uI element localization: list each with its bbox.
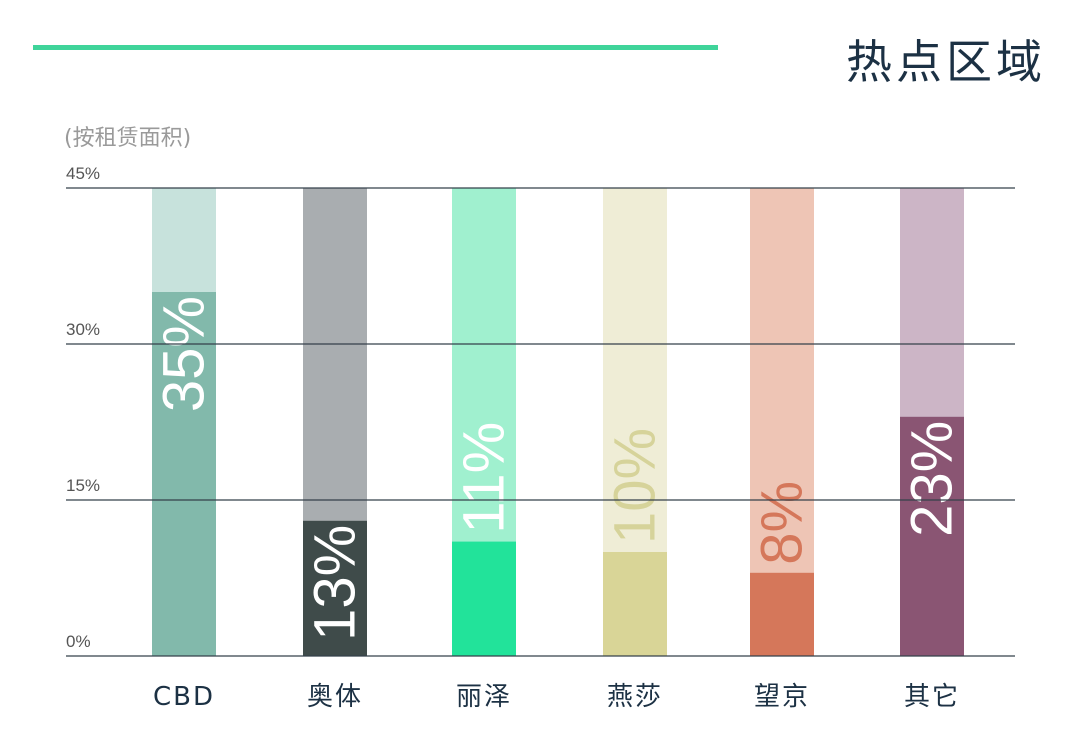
value-label: 11% <box>452 422 517 534</box>
y-tick-label: 30% <box>66 320 100 339</box>
value-label: 23% <box>900 421 965 537</box>
bar <box>303 520 367 656</box>
category-label: 望京 <box>754 682 810 712</box>
y-tick-label: 0% <box>66 632 91 651</box>
category-label: CBD <box>153 682 215 712</box>
category-label: 丽泽 <box>456 682 512 712</box>
chart-subtitle: (按租赁面积) <box>64 126 192 151</box>
value-label: 8% <box>750 481 815 565</box>
accent-line <box>33 45 718 50</box>
y-tick-label: 15% <box>66 476 100 495</box>
category-label: 燕莎 <box>607 682 663 712</box>
value-label: 10% <box>603 428 668 544</box>
value-label: 13% <box>303 525 368 641</box>
y-tick-label: 45% <box>66 164 100 183</box>
bar <box>152 292 216 656</box>
bar <box>750 572 814 656</box>
bar <box>603 552 667 656</box>
value-label: 35% <box>152 296 217 412</box>
chart-title: 热点区域 <box>846 35 1046 89</box>
category-label: 其它 <box>904 682 960 712</box>
category-label: 奥体 <box>307 682 363 712</box>
bar <box>900 416 964 656</box>
bar <box>452 541 516 656</box>
